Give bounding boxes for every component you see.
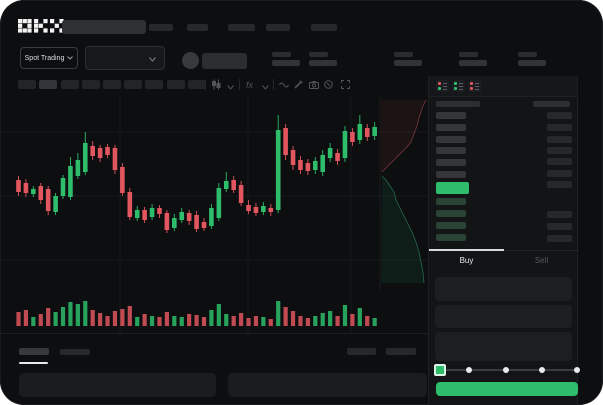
chart-bottom-border bbox=[0, 333, 428, 334]
divider bbox=[273, 79, 274, 90]
orderbook-header bbox=[533, 101, 570, 107]
amount-bar bbox=[547, 124, 572, 131]
ask-row[interactable] bbox=[436, 124, 466, 131]
amount-bar bbox=[547, 211, 572, 218]
stat-label bbox=[459, 52, 478, 57]
timeframe-button[interactable] bbox=[188, 80, 206, 89]
indicator-icon[interactable]: fx bbox=[246, 79, 254, 90]
chevron-down-icon bbox=[67, 56, 74, 60]
slider-step-dot[interactable] bbox=[574, 367, 580, 373]
divider bbox=[239, 79, 240, 90]
stat-label bbox=[309, 52, 328, 57]
candlestick-chart bbox=[0, 96, 429, 333]
amount-bar bbox=[547, 158, 572, 165]
amount-bar bbox=[547, 147, 572, 154]
amount-bar bbox=[547, 170, 572, 177]
tab-buy[interactable]: Buy bbox=[459, 256, 474, 265]
stat-value bbox=[309, 60, 337, 66]
bottom-panel bbox=[228, 373, 427, 397]
search-input[interactable] bbox=[62, 20, 146, 34]
spot-trading-selector[interactable]: Spot Trading bbox=[20, 47, 78, 69]
amount-bar bbox=[547, 112, 572, 119]
okx-logo bbox=[18, 19, 64, 33]
bottom-action[interactable] bbox=[347, 348, 376, 355]
nav-item[interactable] bbox=[187, 24, 208, 31]
bid-row[interactable] bbox=[436, 210, 466, 217]
nav-item[interactable] bbox=[149, 24, 173, 31]
amount-bar bbox=[547, 223, 572, 230]
active-tab-indicator bbox=[429, 249, 504, 251]
divider bbox=[205, 79, 206, 90]
ask-row[interactable] bbox=[436, 112, 466, 119]
amount-bar bbox=[547, 181, 572, 188]
orderbook-view-toolbar bbox=[429, 76, 577, 97]
ask-row[interactable] bbox=[436, 171, 466, 178]
nav-item[interactable] bbox=[266, 24, 290, 31]
wave-icon[interactable] bbox=[279, 78, 289, 91]
timeframe-button[interactable] bbox=[61, 80, 79, 89]
chevron-down-icon[interactable] bbox=[227, 81, 234, 94]
chevron-down-icon bbox=[149, 57, 156, 62]
timeframe-button[interactable] bbox=[18, 80, 36, 89]
order-form-input[interactable] bbox=[435, 305, 572, 328]
bottom-tab[interactable] bbox=[60, 349, 90, 355]
book-asks-icon[interactable] bbox=[468, 80, 481, 92]
stat-label bbox=[394, 52, 413, 57]
pair-selector-dropdown[interactable] bbox=[85, 46, 165, 70]
ask-row[interactable] bbox=[436, 159, 466, 166]
amount-bar bbox=[547, 235, 572, 242]
active-tab-underline bbox=[19, 362, 48, 364]
slider-step-dot[interactable] bbox=[503, 367, 509, 373]
bottom-tab[interactable] bbox=[19, 348, 49, 355]
stat-label bbox=[272, 52, 291, 57]
timeframe-button[interactable] bbox=[145, 80, 163, 89]
chevron-down-icon[interactable] bbox=[262, 81, 269, 94]
ask-row[interactable] bbox=[436, 147, 466, 154]
timeframe-button[interactable] bbox=[124, 80, 142, 89]
ask-row[interactable] bbox=[436, 136, 466, 143]
coin-avatar[interactable] bbox=[182, 52, 199, 69]
bid-row[interactable] bbox=[436, 222, 466, 229]
timeframe-button[interactable] bbox=[82, 80, 100, 89]
stat-value bbox=[518, 60, 546, 66]
tab-divider bbox=[429, 250, 579, 251]
camera-icon[interactable] bbox=[309, 78, 319, 91]
trading-side-panel: Buy Sell bbox=[428, 76, 580, 405]
timeframe-button[interactable] bbox=[103, 80, 121, 89]
okx-logo-glyph bbox=[18, 19, 64, 33]
order-form-input[interactable] bbox=[435, 277, 572, 301]
spot-trading-label: Spot Trading bbox=[24, 54, 65, 62]
tab-sell[interactable]: Sell bbox=[534, 256, 549, 265]
nav-item[interactable] bbox=[311, 24, 337, 31]
bid-row[interactable] bbox=[436, 234, 466, 241]
expand-icon[interactable] bbox=[341, 78, 350, 91]
book-bids-icon[interactable] bbox=[452, 80, 465, 92]
undo-circle-icon[interactable] bbox=[324, 78, 333, 91]
slider-step-dot[interactable] bbox=[539, 367, 545, 373]
stat-value bbox=[272, 60, 300, 66]
last-price-indicator[interactable] bbox=[436, 182, 469, 194]
market-action-button[interactable] bbox=[202, 53, 247, 69]
stat-value bbox=[394, 60, 422, 66]
bottom-action[interactable] bbox=[386, 348, 416, 355]
amount-bar bbox=[547, 136, 572, 143]
bid-row[interactable] bbox=[436, 198, 466, 205]
slider-step-dot[interactable] bbox=[466, 367, 472, 373]
stat-label bbox=[518, 52, 537, 57]
timeframe-button[interactable] bbox=[39, 80, 57, 89]
stat-value bbox=[459, 60, 487, 66]
pencil-icon[interactable] bbox=[294, 78, 303, 91]
timeframe-button[interactable] bbox=[167, 80, 185, 89]
book-asks-bids-icon[interactable] bbox=[436, 80, 449, 92]
slider-handle[interactable] bbox=[434, 364, 446, 376]
bottom-panel bbox=[19, 373, 216, 397]
buy-submit-button[interactable] bbox=[436, 382, 578, 396]
orderbook-header bbox=[436, 101, 480, 107]
candle-type-icon[interactable] bbox=[211, 78, 221, 91]
nav-item[interactable] bbox=[228, 24, 255, 31]
order-form-input[interactable] bbox=[435, 332, 572, 361]
